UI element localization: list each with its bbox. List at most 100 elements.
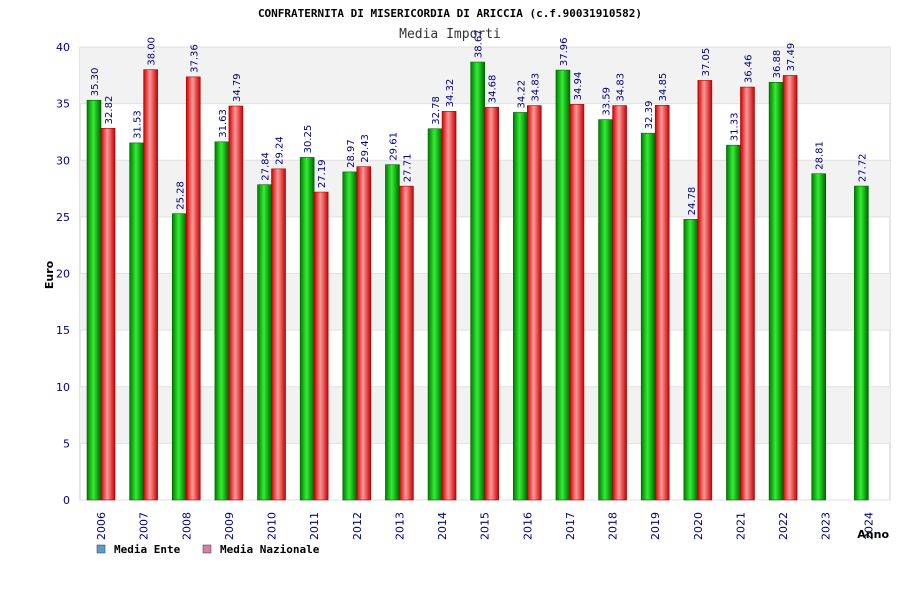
bar-media-ente-2023 bbox=[811, 173, 827, 501]
x-tick-label-2022: 2022 bbox=[777, 512, 790, 540]
bar-media-ente-2022 bbox=[768, 82, 784, 501]
x-tick-label-2024: 2024 bbox=[862, 512, 875, 540]
bar-media-ente-2006 bbox=[86, 99, 102, 501]
data-label-media-ente-2020: 24.78 bbox=[687, 187, 698, 216]
data-label-media-ente-2017: 37.96 bbox=[559, 37, 570, 66]
y-tick-label: 35 bbox=[56, 98, 70, 111]
legend: Media Ente Media Nazionale bbox=[96, 543, 320, 556]
bar-media-nazionale-2006 bbox=[100, 128, 116, 501]
chart-subtitle: Media Importi bbox=[399, 27, 501, 42]
data-label-media-nazionale-2006: 32.82 bbox=[104, 96, 115, 125]
bar-media-nazionale-2007 bbox=[143, 69, 158, 501]
bar-media-nazionale-2017 bbox=[569, 104, 585, 501]
bar-media-nazionale-2014 bbox=[441, 111, 457, 501]
bar-media-nazionale-2015 bbox=[484, 106, 499, 501]
x-tick-label-2008: 2008 bbox=[180, 512, 193, 540]
y-tick-label: 0 bbox=[63, 494, 70, 507]
legend-label-media-nazionale: Media Nazionale bbox=[220, 543, 320, 556]
x-axis-ticks: 2006 2007 2008 2009 2010 2011 2012 2013 2014 2015… bbox=[95, 512, 875, 540]
data-label-media-nazionale-2020: 37.05 bbox=[701, 48, 712, 77]
data-label-media-ente-2007: 31.53 bbox=[133, 110, 144, 139]
data-label-media-ente-2016: 34.22 bbox=[516, 80, 527, 109]
y-tick-label: 10 bbox=[56, 381, 70, 394]
data-label-media-nazionale-2018: 34.83 bbox=[616, 73, 627, 102]
x-tick-label-2012: 2012 bbox=[351, 512, 364, 540]
data-label-media-nazionale-2009: 34.79 bbox=[232, 73, 243, 102]
bar-media-nazionale-2016 bbox=[527, 105, 542, 501]
x-tick-label-2023: 2023 bbox=[820, 512, 833, 540]
data-label-media-ente-2012: 28.97 bbox=[346, 139, 357, 168]
data-label-media-ente-2006: 35.30 bbox=[90, 68, 101, 97]
data-labels: 35.30 31.53 25.28 31.63 27.84 30.25 28.97 29.61… bbox=[90, 29, 868, 215]
chart-title: CONFRATERNITA DI MISERICORDIA DI ARICCIA… bbox=[258, 7, 642, 20]
data-label-media-ente-2009: 31.63 bbox=[218, 109, 229, 138]
x-tick-label-2016: 2016 bbox=[521, 512, 534, 540]
bar-media-ente-2016 bbox=[513, 112, 528, 501]
data-label-media-nazionale-2012: 29.43 bbox=[360, 134, 371, 163]
x-tick-label-2006: 2006 bbox=[95, 512, 108, 540]
y-axis-label: Euro bbox=[43, 260, 56, 289]
bar-media-nazionale-2018 bbox=[612, 105, 627, 501]
data-label-media-ente-2022: 36.88 bbox=[772, 50, 783, 79]
x-tick-label-2013: 2013 bbox=[393, 512, 406, 540]
data-label-media-ente-2023: 28.81 bbox=[815, 141, 826, 170]
data-label-media-ente-2019: 32.39 bbox=[644, 101, 655, 130]
bar-media-nazionale-2012 bbox=[356, 166, 372, 501]
data-label-media-ente-2018: 33.59 bbox=[602, 87, 613, 116]
bar-media-nazionale-2011 bbox=[313, 191, 329, 501]
bar-media-ente-2009 bbox=[214, 141, 230, 501]
data-label-media-nazionale-2022: 37.49 bbox=[786, 43, 797, 72]
legend-swatch-media-ente bbox=[96, 544, 106, 554]
bar-media-nazionale-2019 bbox=[654, 105, 670, 501]
data-label-media-nazionale-2008: 37.36 bbox=[189, 44, 200, 73]
bar-media-nazionale-2022 bbox=[782, 75, 798, 501]
data-label-media-nazionale-2014: 34.32 bbox=[445, 79, 456, 108]
y-axis-ticks: 0 5 10 15 20 25 30 35 40 bbox=[56, 41, 70, 507]
legend-label-media-ente: Media Ente bbox=[114, 543, 181, 556]
x-tick-label-2014: 2014 bbox=[436, 512, 449, 540]
bar-media-nazionale-2021 bbox=[740, 86, 755, 501]
bar-media-ente-2011 bbox=[299, 157, 315, 501]
x-tick-label-2010: 2010 bbox=[266, 512, 279, 540]
y-tick-label: 20 bbox=[56, 268, 70, 281]
bar-media-ente-2013 bbox=[385, 164, 400, 501]
data-label-media-ente-2010: 27.84 bbox=[261, 152, 272, 181]
y-tick-label: 15 bbox=[56, 324, 70, 337]
data-label-media-ente-2024: 27.72 bbox=[857, 153, 868, 182]
data-label-media-ente-2021: 31.33 bbox=[729, 113, 740, 142]
data-label-media-nazionale-2013: 27.71 bbox=[402, 154, 413, 183]
data-label-media-nazionale-2010: 29.24 bbox=[275, 136, 286, 165]
x-tick-label-2007: 2007 bbox=[138, 512, 151, 540]
x-tick-label-2015: 2015 bbox=[479, 512, 492, 540]
bar-media-ente-2015 bbox=[470, 61, 485, 501]
bar-media-nazionale-2008 bbox=[185, 76, 201, 501]
bar-media-ente-2020 bbox=[683, 219, 699, 501]
bar-media-nazionale-2009 bbox=[228, 105, 244, 501]
bar-media-ente-2008 bbox=[171, 213, 187, 501]
bar-media-ente-2007 bbox=[129, 142, 144, 501]
bar-media-nazionale-2020 bbox=[697, 80, 713, 501]
data-label-media-ente-2011: 30.25 bbox=[303, 125, 314, 154]
data-label-media-nazionale-2019: 34.85 bbox=[658, 73, 669, 102]
bar-media-ente-2017 bbox=[555, 69, 571, 501]
data-label-media-nazionale-2016: 34.83 bbox=[530, 73, 541, 102]
bar-media-nazionale-2010 bbox=[271, 168, 286, 501]
x-tick-label-2020: 2020 bbox=[692, 512, 705, 540]
data-label-media-nazionale-2015: 34.68 bbox=[488, 75, 499, 104]
plot-band bbox=[80, 47, 890, 104]
data-label-media-nazionale-2017: 34.94 bbox=[573, 72, 584, 101]
bar-media-nazionale-2013 bbox=[399, 185, 414, 501]
bar-media-ente-2012 bbox=[342, 171, 358, 501]
y-tick-label: 25 bbox=[56, 211, 70, 224]
bar-media-ente-2019 bbox=[640, 132, 656, 501]
bars bbox=[86, 61, 869, 501]
x-tick-label-2011: 2011 bbox=[308, 512, 321, 540]
data-label-media-ente-2015: 38.67 bbox=[474, 29, 485, 58]
data-label-media-ente-2008: 25.28 bbox=[175, 181, 186, 210]
bar-media-ente-2024 bbox=[854, 185, 869, 501]
x-axis-label: Anno bbox=[857, 528, 889, 541]
bar-media-ente-2010 bbox=[257, 184, 272, 501]
bar-media-ente-2018 bbox=[598, 119, 613, 501]
data-label-media-nazionale-2021: 36.46 bbox=[743, 54, 754, 83]
